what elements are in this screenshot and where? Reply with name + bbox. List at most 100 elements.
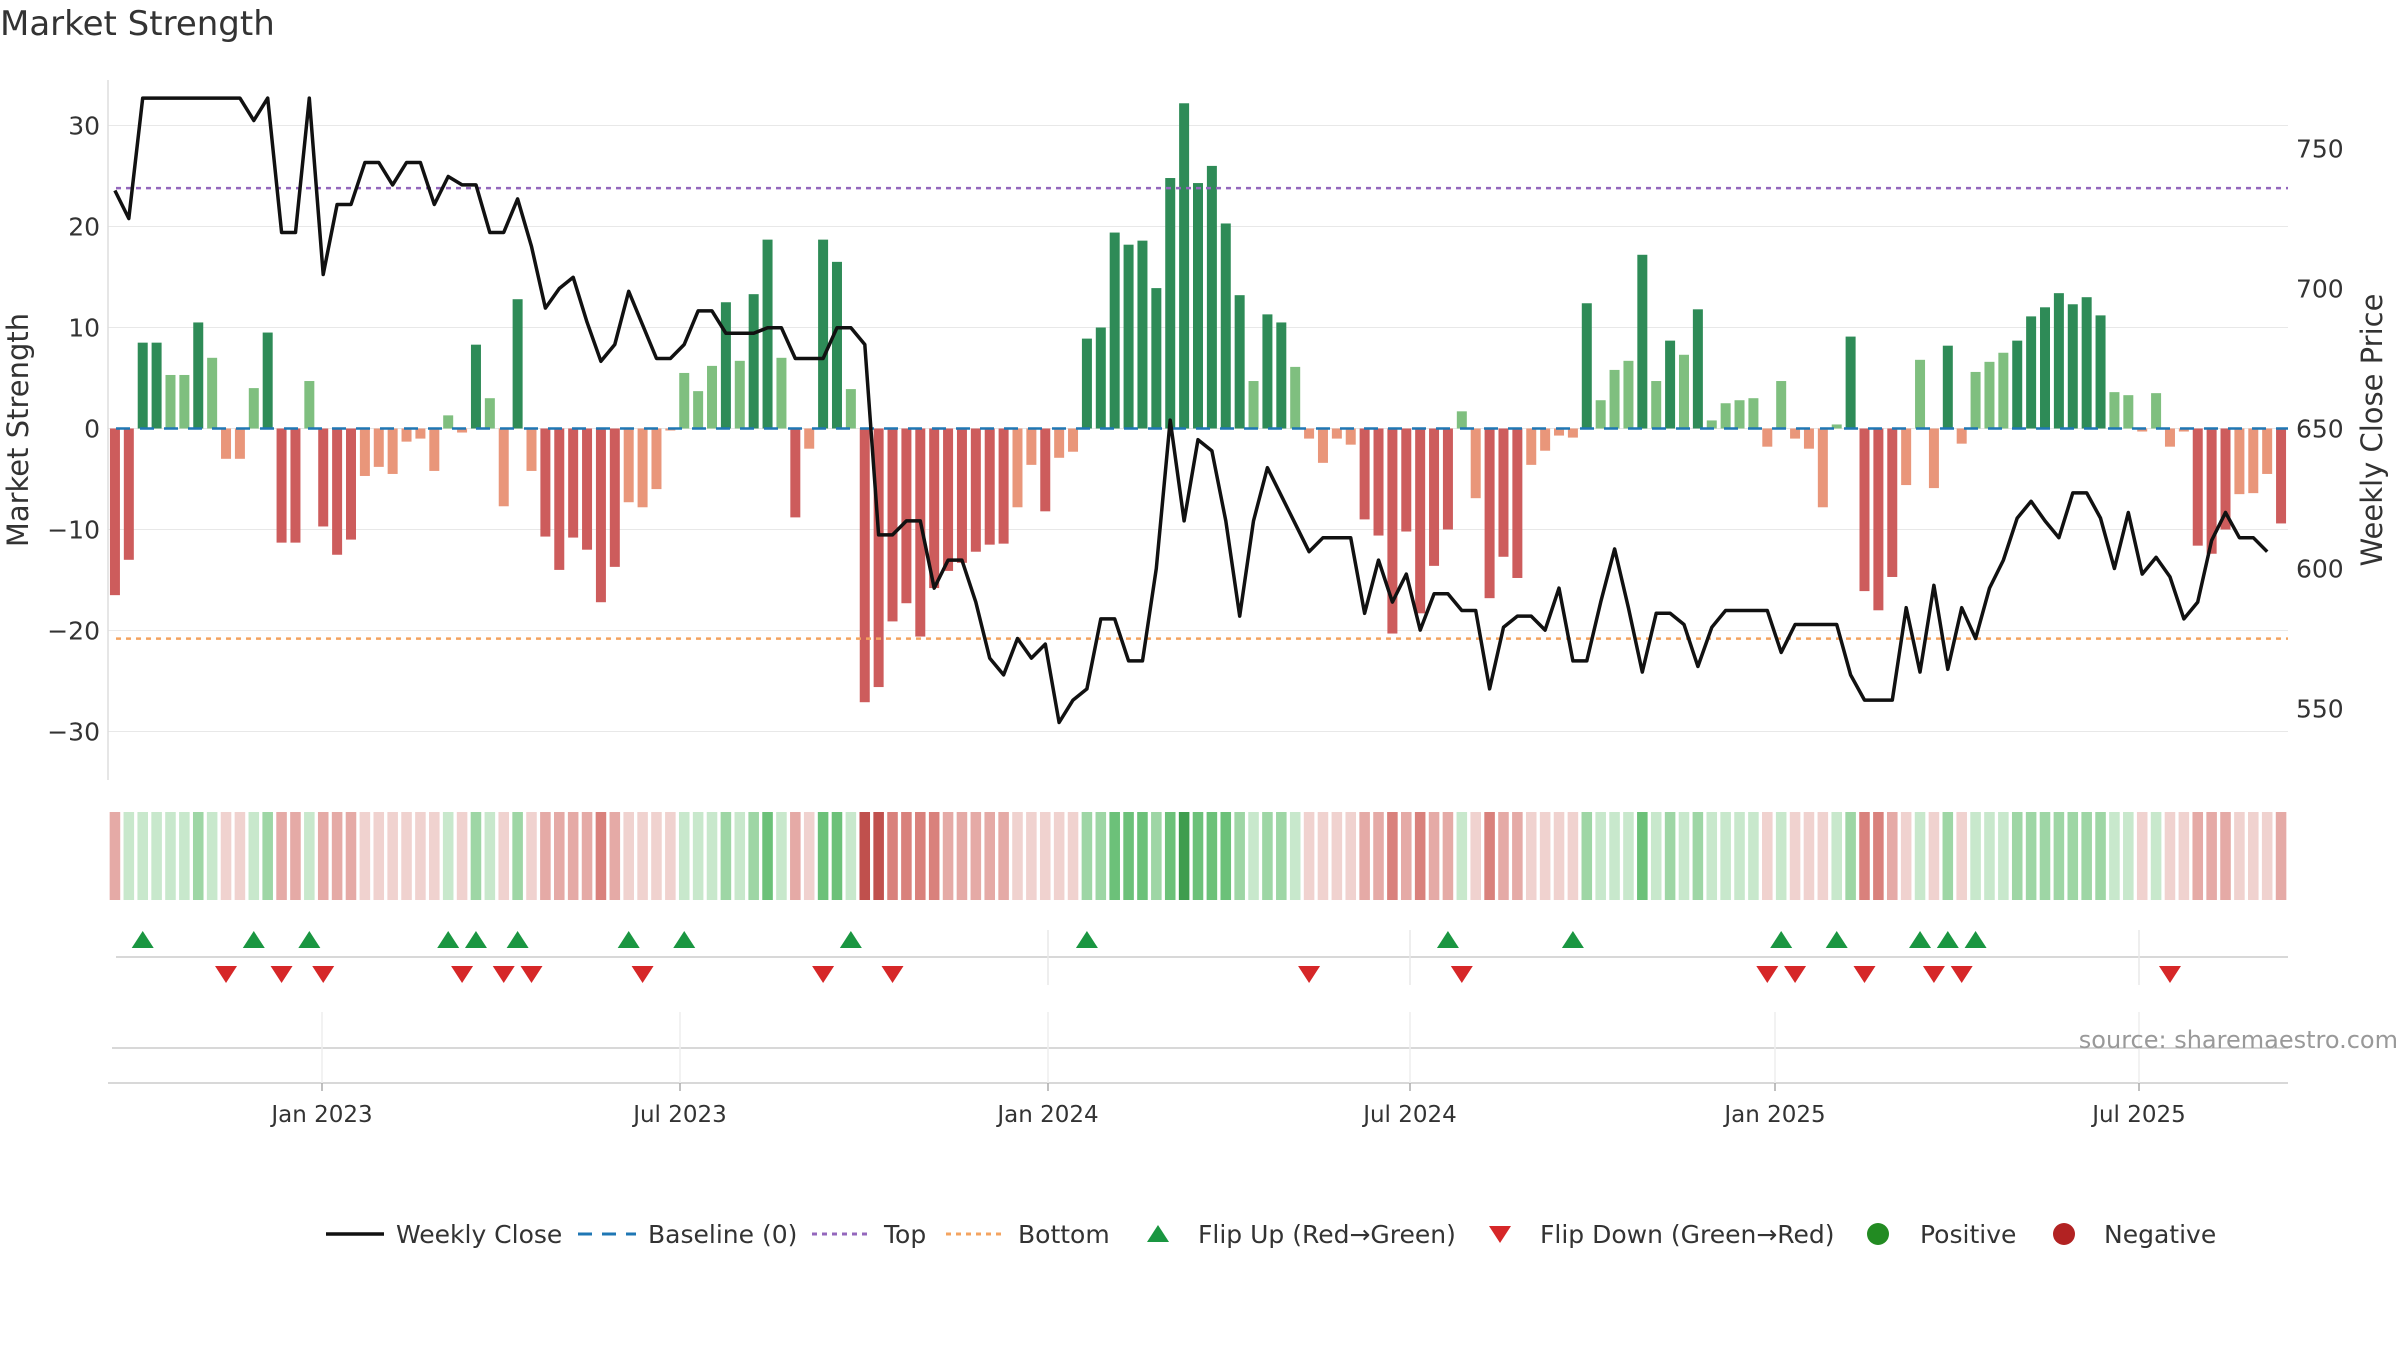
strength-bar [1859,428,1870,592]
heat-strip-cell [637,812,648,900]
strength-bar [1373,428,1384,536]
heat-strip-cell [1984,812,1995,900]
strength-bar [582,428,593,550]
heat-strip-cell [790,812,801,900]
heat-strip-cell [1248,812,1259,900]
strength-bar [1456,411,1467,429]
strength-bar [887,428,898,622]
strength-bar [137,342,148,429]
heat-strip-cell [1803,812,1815,900]
strength-bar [193,322,204,429]
strength-bar [443,415,454,429]
strength-bar [2178,428,2189,432]
strength-bar [1581,303,1592,429]
x-tick-label: Jan 2023 [269,1102,372,1128]
heat-strip-cell [998,812,1009,900]
strength-bar [429,428,440,471]
strength-bar [1470,428,1481,499]
heat-strip-cell [1512,812,1523,900]
flip-down-marker [631,966,654,983]
heat-strip-cell [123,812,135,900]
heat-strip-cell [2039,812,2051,900]
strength-bar [2123,395,2134,429]
heat-strip-cell [1706,812,1718,900]
y-left-tick: 30 [68,112,100,141]
flip-up-marker [131,931,154,948]
strength-bar [179,374,190,429]
heat-strip-cell [540,812,551,900]
strength-bar [1595,400,1606,429]
flip-up-marker [1909,931,1932,948]
heat-strip-cell [762,812,773,900]
strength-bar [401,428,412,442]
heat-strip-cell [165,812,176,900]
strength-bar [734,360,745,429]
strength-bar [1095,327,1106,429]
heat-strip-cell [970,812,982,900]
strength-bar [1151,288,1162,429]
strength-bar [1928,428,1939,489]
strength-bar [1609,369,1620,429]
strength-bar [1942,345,1953,429]
strength-bar [623,428,634,503]
flip-up-marker [1936,931,1959,948]
y-left-tick: 20 [68,213,100,242]
heat-strip-cell [595,812,607,900]
heat-strip-cell [1928,812,1940,900]
heat-strip-cell [553,812,565,900]
heat-strip-cell [2248,812,2259,900]
heat-strip-cell [1220,812,1232,900]
heat-strip-cell [2206,812,2217,900]
legend-positive-swatch [1867,1223,1889,1245]
heat-strip-cell [1498,812,1509,900]
heat-strip-cell [331,812,343,900]
strength-bar [1317,428,1328,463]
heat-strip-cell [1276,812,1287,900]
strength-bar [2026,316,2037,429]
heat-strip-cell [1734,812,1745,900]
heat-strip-cell [1234,812,1245,900]
heat-strip-cell [817,812,829,900]
strength-bar [276,428,287,543]
heat-strip-cell [1859,812,1870,900]
strength-bar [332,428,343,555]
heat-strip-cell [734,812,746,900]
heat-strip-cell [692,812,704,900]
strength-bar [1817,428,1828,508]
strength-bar [2012,340,2023,429]
strength-bar [1442,428,1453,530]
strength-bar [2192,428,2203,546]
strength-bar [207,357,218,429]
flip-up-marker [1964,931,1987,948]
y-right-tick: 550 [2296,695,2344,724]
strength-bar [818,239,829,429]
flip-up-marker [437,931,460,948]
heat-strip-cell [1053,812,1065,900]
heat-strip-cell [1414,812,1426,900]
legend-flip-down-swatch [1489,1226,1511,1243]
heat-strip-cell [2095,812,2106,900]
heat-strip-cell [1303,812,1315,900]
strength-bar [1665,340,1676,429]
flip-down-marker [215,966,238,983]
heat-strip-cell [1012,812,1023,900]
heat-strip-cell [1137,812,1148,900]
heat-strip-cell [887,812,898,900]
y-right-tick: 750 [2296,135,2344,164]
flip-down-marker [520,966,543,983]
strength-bar [929,428,940,589]
strength-bar [2081,297,2092,429]
chart-title: Market Strength [0,4,275,44]
legend-weekly-close-label: Weekly Close [396,1220,562,1249]
strength-bar [1109,232,1120,429]
flip-down-marker [492,966,515,983]
strength-bar [1290,366,1301,429]
legend-baseline-label: Baseline (0) [648,1220,797,1249]
strength-bar [2040,307,2051,429]
strength-bar [1054,428,1065,458]
heat-strip-cell [415,812,426,900]
flip-down-marker [1784,966,1807,983]
heat-strip-cell [304,812,315,900]
flip-up-marker [1075,931,1098,948]
heat-strip-cell [1581,812,1593,900]
